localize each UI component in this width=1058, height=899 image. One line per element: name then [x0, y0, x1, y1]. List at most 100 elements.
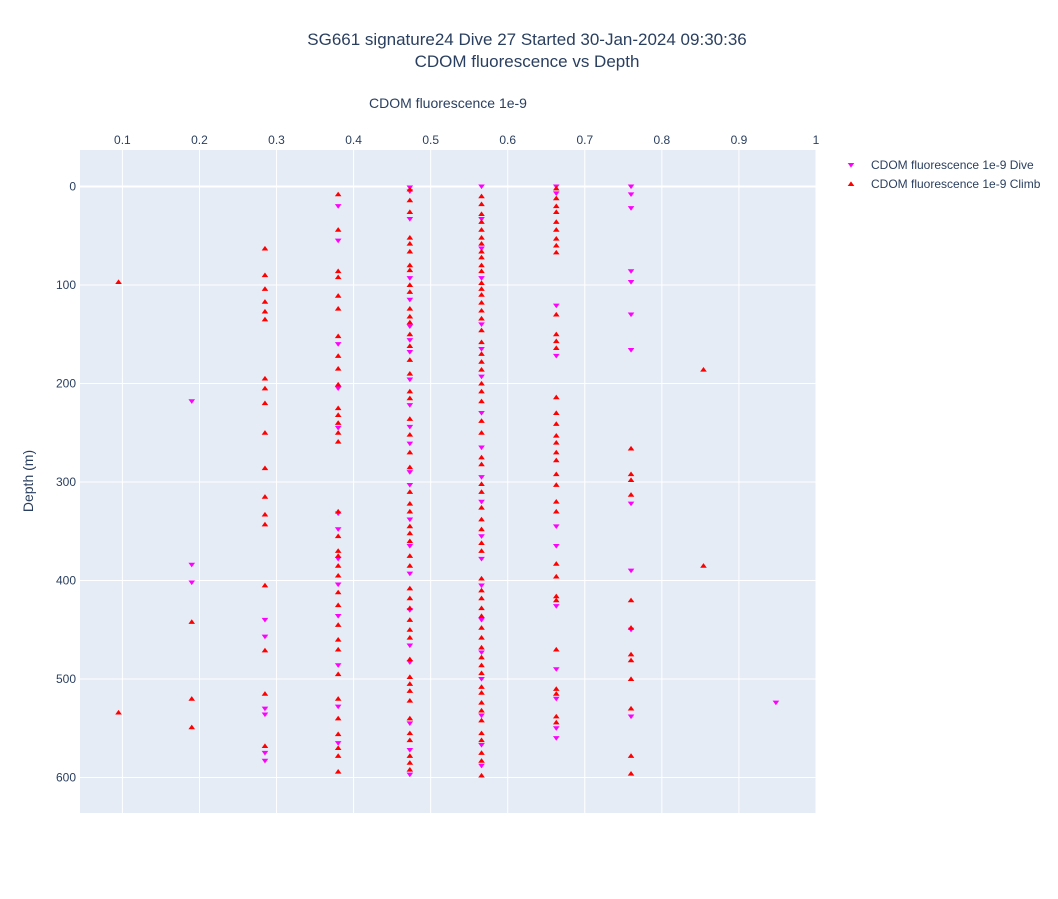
dive-point	[478, 677, 485, 682]
climb-point	[406, 530, 414, 536]
climb-point	[478, 625, 485, 630]
climb-point	[478, 454, 485, 460]
climb-point	[478, 635, 485, 640]
climb-point	[478, 548, 485, 553]
climb-point	[478, 300, 485, 305]
dive-point	[478, 374, 485, 380]
climb-point	[334, 191, 342, 197]
climb-point	[188, 696, 196, 701]
climb-point	[478, 540, 485, 546]
climb-point	[115, 279, 122, 284]
climb-point	[552, 242, 560, 248]
climb-point	[552, 236, 560, 241]
climb-point	[334, 293, 342, 298]
climb-point	[552, 331, 560, 337]
dive-point	[334, 204, 342, 209]
dive-point	[627, 348, 635, 353]
climb-point	[552, 686, 560, 691]
climb-point	[406, 538, 414, 544]
climb-point	[261, 299, 269, 304]
dive-point	[334, 238, 342, 244]
climb-point	[334, 696, 342, 701]
climb-point	[406, 681, 414, 686]
climb-point	[406, 605, 414, 611]
y-tick-label: 400	[56, 574, 76, 588]
climb-point	[478, 684, 485, 689]
climb-point	[552, 593, 560, 599]
dive-point	[627, 280, 635, 285]
dive-point	[552, 353, 560, 359]
dive-point	[478, 475, 485, 480]
dive-point	[772, 700, 780, 706]
dive-point	[334, 386, 342, 392]
climb-point	[334, 381, 342, 387]
climb-point	[334, 572, 342, 578]
climb-point	[552, 561, 560, 566]
climb-point	[406, 449, 414, 455]
data-markers	[115, 184, 780, 778]
climb-point	[406, 489, 414, 494]
legend-item-dive[interactable]: CDOM fluorescence 1e-9 Dive	[847, 158, 1034, 172]
climb-point	[261, 743, 269, 748]
climb-point	[334, 405, 342, 411]
x-tick-label: 0.8	[654, 133, 671, 147]
climb-point	[261, 582, 269, 588]
dive-point	[334, 556, 342, 562]
legend-item-climb[interactable]: CDOM fluorescence 1e-9 Climb	[847, 177, 1041, 191]
climb-point	[261, 521, 269, 527]
climb-point	[334, 353, 342, 358]
climb-point	[261, 272, 269, 278]
dive-point	[552, 667, 560, 672]
dive-point	[406, 470, 414, 475]
x-tick-label: 0.9	[731, 133, 748, 147]
dive-point	[627, 184, 635, 190]
climb-point	[478, 307, 485, 313]
climb-point	[478, 398, 485, 404]
dive-point	[188, 399, 196, 404]
climb-point	[406, 627, 414, 632]
y-tick-label: 500	[56, 672, 76, 686]
dive-point	[261, 712, 269, 718]
dive-point	[334, 425, 342, 431]
climb-point	[478, 504, 485, 510]
dive-point	[406, 377, 414, 383]
climb-point	[406, 767, 414, 772]
climb-point	[478, 240, 485, 246]
climb-point	[406, 416, 414, 421]
climb-point	[406, 262, 414, 268]
dive-point	[552, 524, 560, 529]
climb-point	[334, 268, 342, 274]
x-tick-label: 0.2	[191, 133, 208, 147]
dive-point	[406, 482, 414, 488]
climb-point	[406, 305, 414, 311]
climb-point	[627, 625, 635, 630]
y-tick-label: 300	[56, 475, 76, 489]
chart-subtitle: CDOM fluorescence vs Depth	[415, 52, 640, 71]
climb-point	[406, 753, 414, 758]
climb-point	[700, 367, 707, 372]
dive-point	[261, 758, 269, 764]
y-axis-title: Depth (m)	[20, 450, 36, 512]
dive-point	[478, 411, 485, 416]
climb-point	[334, 430, 342, 435]
legend-marker	[847, 181, 855, 186]
climb-point	[552, 482, 560, 487]
climb-point	[552, 219, 560, 224]
dive-point	[334, 704, 342, 710]
climb-point	[334, 420, 342, 425]
climb-point	[406, 267, 414, 273]
x-tick-label: 0.1	[114, 133, 131, 147]
climb-point	[188, 619, 196, 624]
climb-point	[406, 698, 414, 703]
climb-point	[406, 357, 414, 362]
grid-lines	[80, 150, 817, 813]
legend[interactable]: CDOM fluorescence 1e-9 Dive CDOM fluoresc…	[847, 158, 1041, 191]
climb-point	[478, 367, 485, 372]
dive-point	[334, 582, 342, 588]
climb-point	[334, 333, 342, 339]
climb-point	[334, 745, 342, 750]
dive-point	[406, 216, 414, 222]
climb-point	[552, 249, 560, 255]
climb-point	[478, 254, 485, 260]
climb-point	[334, 508, 342, 514]
